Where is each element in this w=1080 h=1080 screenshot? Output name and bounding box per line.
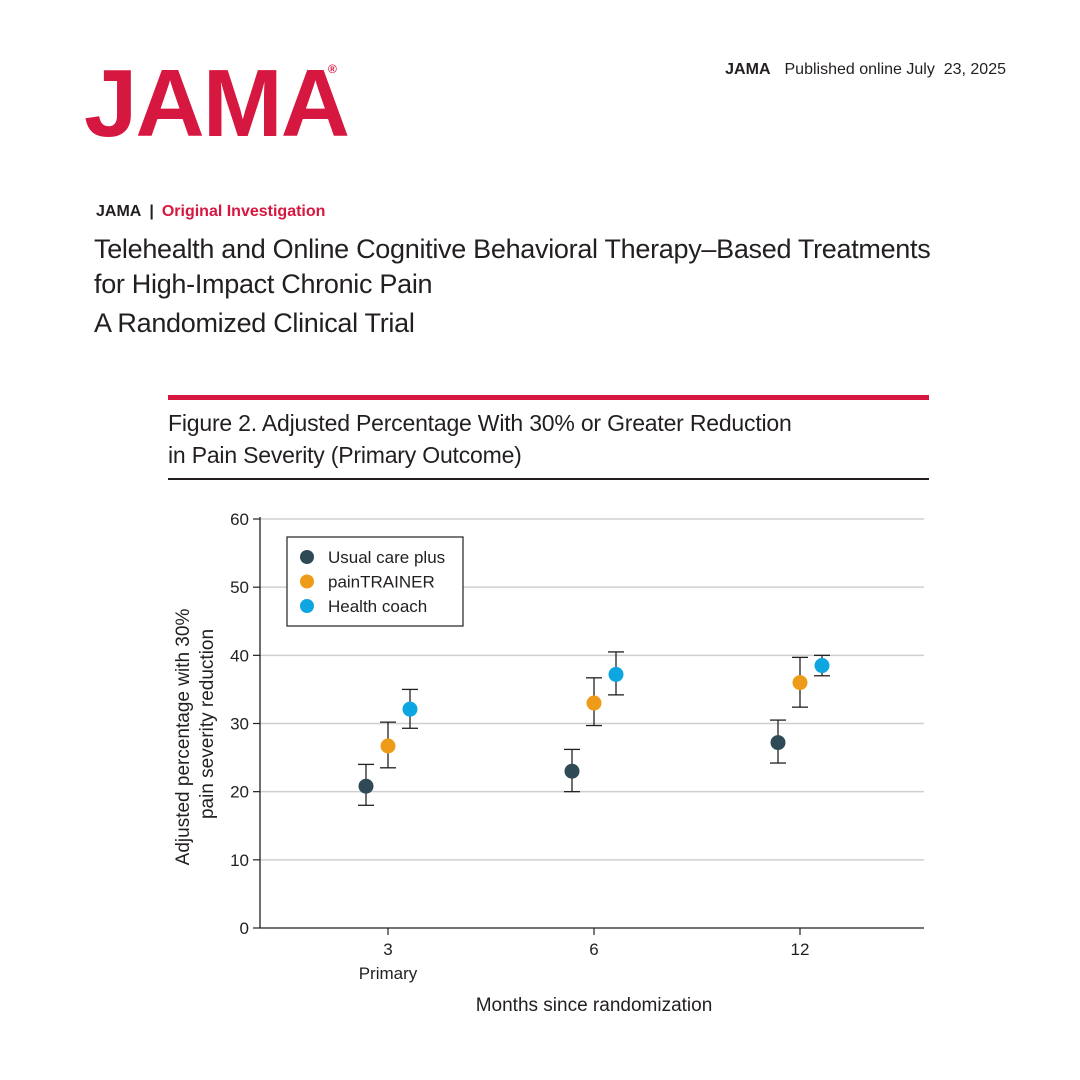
section-separator: | [149,203,154,220]
article-section: JAMA | Original Investigation [96,203,325,221]
legend-marker-paintrainer [300,574,314,589]
point-usual-care-plus-3 [358,778,374,794]
y-axis-label-line2: pain severity reduction [197,629,218,819]
article-type: Original Investigation [161,203,326,220]
legend-box [286,536,464,627]
legend-label-health-coach: Health coach [328,597,427,616]
figure-title-line2: in Pain Severity (Primary Outcome) [168,442,522,468]
point-health-coach-6 [608,666,624,682]
y-tick-label-60: 60 [230,510,249,529]
figure-title: Figure 2. Adjusted Percentage With 30% o… [168,407,868,471]
legend-marker-usual-care-plus [300,550,314,564]
point-usual-care-plus-12 [770,735,786,751]
figure-top-rule [168,395,929,400]
jama-logo: JAMA [84,50,350,157]
y-tick-label-30: 30 [230,715,249,734]
y-tick-label-10: 10 [230,851,249,870]
y-tick-label-20: 20 [230,783,249,802]
point-paintrainer-3 [380,738,396,754]
figure-title-rule [168,478,929,480]
legend-marker-health-coach [300,599,314,613]
legend-label-usual-care-plus: Usual care plus [328,548,445,567]
article-title-line2: for High-Impact Chronic Pain [94,269,433,299]
x-tick-label-12: 12 [791,940,810,959]
x-tick-sublabel-3: Primary [359,964,418,983]
x-tick-label-3: 3 [383,940,392,959]
publication-info: JAMA Published online July 23, 2025 [725,61,1006,79]
point-paintrainer-6 [586,695,602,711]
article-subtitle: A Randomized Clinical Trial [94,308,415,338]
axes: 0 10 20 30 40 50 60 3 Primary 6 12 [230,510,924,983]
point-health-coach-3 [402,701,418,717]
y-axis-label-line1: Adjusted percentage with 30% [173,609,194,866]
section-journal: JAMA [96,203,142,220]
legend: Usual care plus painTRAINER Health coach [286,536,464,627]
x-axis-label: Months since randomization [476,995,713,1016]
pub-date: Published online July 23, 2025 [784,61,1007,78]
legend-label-paintrainer: painTRAINER [328,573,435,592]
y-tick-label-40: 40 [230,646,249,665]
point-health-coach-12 [814,658,830,674]
y-tick-label-0: 0 [240,919,249,938]
figure-title-line1: Figure 2. Adjusted Percentage With 30% o… [168,410,792,436]
y-tick-label-50: 50 [230,578,249,597]
article-title: Telehealth and Online Cognitive Behavior… [94,232,1034,302]
article-title-line1: Telehealth and Online Cognitive Behavior… [94,234,931,264]
x-tick-label-6: 6 [589,940,598,959]
registered-mark: ® [328,62,337,76]
pub-journal: JAMA [725,61,771,78]
data-marks [358,651,830,806]
point-usual-care-plus-6 [564,763,580,779]
point-paintrainer-12 [792,675,808,691]
